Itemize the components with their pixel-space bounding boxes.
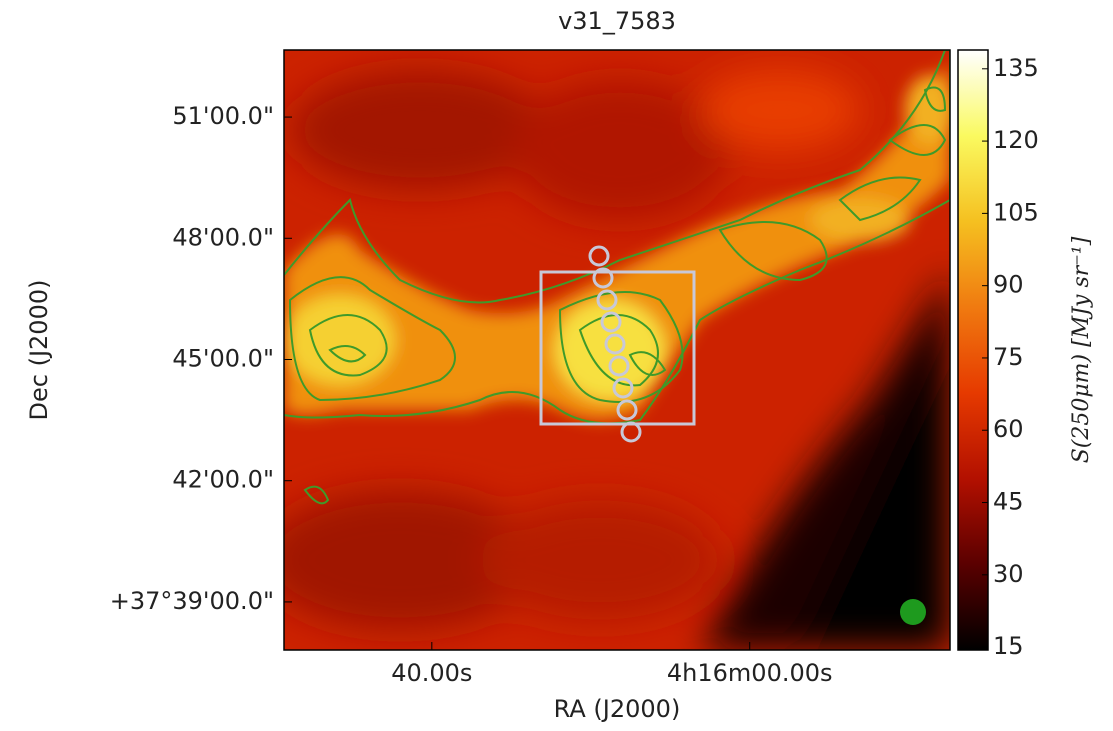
chart: v31_7583 xyxy=(0,0,1113,727)
colorbar-tick-label: 60 xyxy=(993,415,1024,443)
colorbar-tick-label: 75 xyxy=(993,343,1024,371)
y-tick-label: 45'00.0" xyxy=(172,344,274,372)
x-tick-label: 40.00s xyxy=(391,659,472,687)
chart-title: v31_7583 xyxy=(558,7,676,35)
heatmap-image xyxy=(260,50,955,650)
y-tick-label: 51'00.0" xyxy=(172,102,274,130)
colorbar-tick-label: 15 xyxy=(993,632,1024,660)
colorbar-tick-label: 135 xyxy=(993,54,1039,82)
colorbar-tick-label: 105 xyxy=(993,198,1039,226)
colorbar-tick-label: 45 xyxy=(993,488,1024,516)
colorbar-tick-label: 90 xyxy=(993,271,1024,299)
y-tick-label: 48'00.0" xyxy=(172,223,274,251)
colorbar-tick-label: 120 xyxy=(993,126,1039,154)
y-axis-label: Dec (J2000) xyxy=(25,280,53,421)
x-axis-label: RA (J2000) xyxy=(554,695,681,723)
colorbar xyxy=(958,50,988,650)
colorbar-tick-label: 30 xyxy=(993,560,1024,588)
x-tick-label: 4h16m00.00s xyxy=(667,659,833,687)
y-tick-label: 42'00.0" xyxy=(172,466,274,494)
colorbar-label: S(250μm) [MJy sr⁻¹] xyxy=(1069,236,1094,463)
y-tick-label: +37°39'00.0" xyxy=(110,587,274,615)
